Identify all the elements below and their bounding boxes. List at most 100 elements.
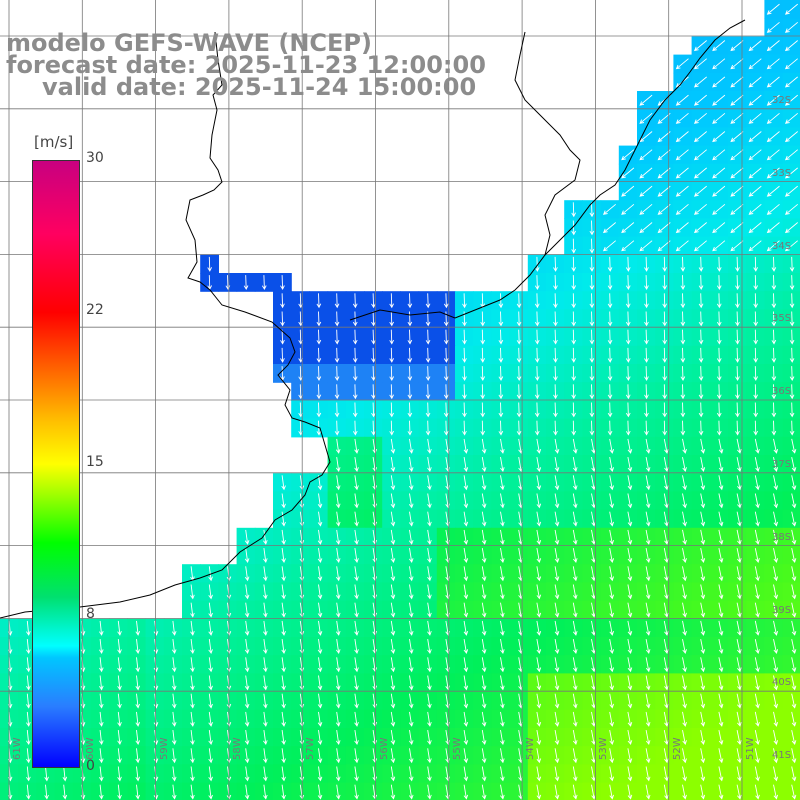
wind-arrow — [481, 529, 487, 545]
speed-cell — [509, 728, 529, 747]
wind-arrow — [627, 639, 633, 655]
wind-arrow — [407, 420, 413, 436]
colorbar-unit: [m/s] — [34, 133, 74, 151]
speed-cell — [218, 746, 238, 765]
wind-arrow — [281, 784, 286, 800]
wind-arrow — [408, 639, 414, 655]
wind-arrow — [609, 657, 615, 673]
wind-arrow — [773, 548, 779, 564]
wind-arrow — [171, 693, 177, 709]
wind-arrow — [536, 511, 542, 527]
speed-cell — [327, 546, 347, 565]
speed-cell — [273, 600, 292, 620]
wind-arrow — [371, 293, 376, 309]
speed-cell — [546, 564, 565, 583]
speed-cell — [236, 764, 256, 784]
speed-cell — [746, 746, 765, 765]
wind-arrow — [735, 347, 740, 363]
speed-cell — [491, 655, 511, 674]
wind-arrow — [789, 420, 795, 436]
speed-cell — [364, 582, 383, 602]
speed-cell — [655, 691, 674, 711]
speed-cell — [291, 673, 310, 693]
wind-arrow — [208, 784, 213, 800]
speed-cell — [637, 673, 656, 693]
speed-cell — [527, 691, 547, 711]
wind-arrow — [208, 693, 213, 709]
wind-arrow — [693, 203, 707, 215]
speed-cell — [637, 491, 656, 511]
speed-cell — [582, 527, 602, 547]
wind-arrow — [390, 748, 396, 764]
speed-cell — [327, 655, 347, 674]
speed-cell — [764, 491, 784, 511]
wind-arrow — [516, 329, 522, 345]
speed-cell — [746, 564, 765, 583]
wind-arrow — [26, 620, 31, 636]
speed-cell — [382, 564, 401, 583]
wind-arrow — [771, 384, 777, 400]
speed-cell — [455, 509, 474, 529]
wind-arrow — [554, 657, 560, 673]
speed-cell — [273, 655, 292, 674]
speed-cell — [309, 782, 329, 800]
wind-arrow — [572, 657, 578, 673]
speed-cell — [273, 509, 292, 529]
wind-arrow — [481, 766, 487, 782]
speed-cell — [54, 764, 74, 784]
wind-arrow — [607, 366, 613, 382]
speed-cell — [455, 564, 474, 583]
speed-cell — [291, 746, 310, 765]
wind-arrow — [571, 366, 577, 382]
speed-cell — [109, 728, 128, 747]
speed-cell — [109, 655, 128, 674]
speed-cell — [527, 728, 547, 747]
wind-arrow — [317, 493, 323, 509]
wind-arrow — [463, 602, 469, 618]
wind-arrow — [425, 402, 431, 418]
wind-arrow — [99, 711, 104, 727]
speed-cell — [291, 546, 310, 565]
speed-cell — [582, 691, 602, 711]
wind-arrow — [500, 457, 505, 473]
wind-arrow — [766, 185, 780, 197]
speed-cell — [637, 582, 656, 602]
wind-arrow — [390, 493, 396, 509]
speed-cell — [509, 491, 529, 511]
wind-arrow — [625, 275, 631, 291]
wind-arrow — [498, 366, 504, 382]
speed-cell — [564, 527, 583, 547]
wind-arrow — [627, 493, 633, 509]
wind-arrow — [553, 384, 558, 400]
wind-arrow — [766, 58, 780, 70]
speed-cell — [400, 473, 420, 492]
speed-cell — [782, 709, 800, 729]
wind-arrow — [500, 566, 505, 582]
speed-cell — [491, 436, 511, 456]
speed-cell — [364, 546, 383, 565]
speed-cell — [691, 618, 711, 638]
speed-cell — [236, 709, 256, 729]
wind-arrow — [335, 602, 341, 618]
speed-cell — [327, 746, 347, 765]
wind-arrow — [789, 329, 795, 345]
wind-arrow — [480, 311, 486, 327]
wind-arrow — [773, 784, 779, 800]
speed-cell — [473, 782, 492, 800]
wind-arrow — [718, 620, 724, 636]
wind-arrow — [730, 131, 744, 143]
speed-cell — [400, 637, 420, 656]
speed-cell — [746, 582, 765, 602]
wind-arrow — [572, 639, 578, 655]
wind-arrow — [748, 167, 762, 179]
wind-arrow — [500, 475, 505, 491]
speed-cell — [200, 582, 219, 602]
wind-arrow — [317, 548, 323, 564]
wind-arrow — [390, 639, 396, 655]
wind-arrow — [117, 620, 122, 636]
speed-cell — [182, 728, 201, 747]
wind-arrow — [627, 602, 633, 618]
uruguay-brazil-coastline — [454, 19, 746, 319]
speed-cell — [345, 509, 365, 529]
wind-arrow — [536, 693, 542, 709]
